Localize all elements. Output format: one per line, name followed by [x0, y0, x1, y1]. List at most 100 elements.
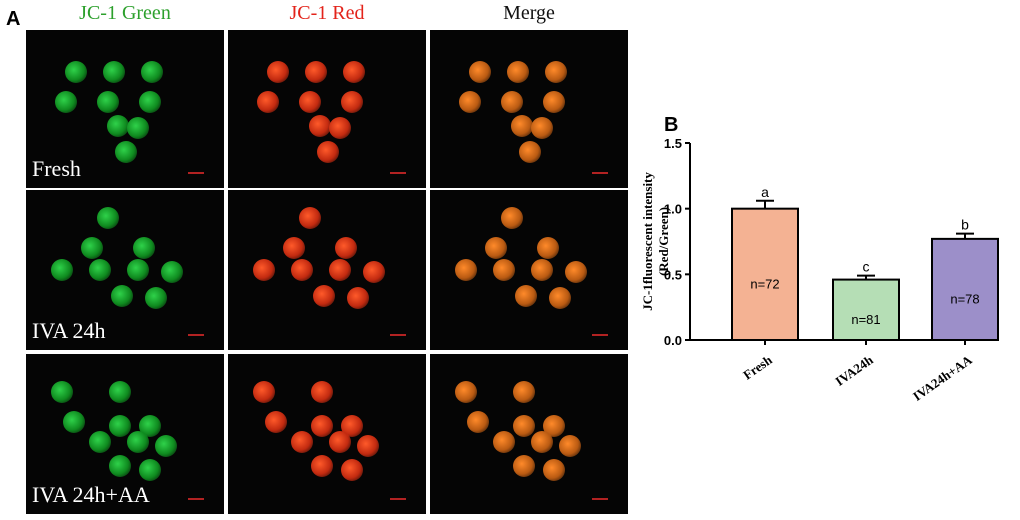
oocyte [329, 117, 351, 139]
micrograph-r2-c2 [228, 190, 426, 350]
scale-bar [390, 498, 406, 500]
oocyte [109, 381, 131, 403]
oocyte [89, 259, 111, 281]
x-tick-label: IVA24h [832, 352, 876, 389]
oocyte [559, 435, 581, 457]
oocyte [565, 261, 587, 283]
n-label: n=81 [851, 312, 880, 327]
oocyte [145, 287, 167, 309]
oocyte [455, 259, 477, 281]
column-header-1: JC-1 Green [79, 2, 171, 24]
column-header-2: JC-1 Red [289, 2, 365, 24]
oocyte [513, 381, 535, 403]
bar [832, 278, 900, 342]
oocyte [51, 381, 73, 403]
oocyte [469, 61, 491, 83]
oocyte [81, 237, 103, 259]
oocyte [107, 115, 129, 137]
oocyte [51, 259, 73, 281]
oocyte [363, 261, 385, 283]
x-tick-label: Fresh [740, 352, 775, 383]
oocyte [545, 61, 567, 83]
oocyte [133, 237, 155, 259]
scale-bar [188, 334, 204, 336]
oocyte [309, 115, 331, 137]
n-label: n=72 [750, 276, 779, 291]
bar-chart: 0.0 0.5 1.0 1.5 JC-1fluorescent intensity (Re… [640, 136, 999, 404]
oocyte [257, 91, 279, 113]
oocyte [127, 259, 149, 281]
oocyte [549, 287, 571, 309]
oocyte [155, 435, 177, 457]
oocyte [55, 91, 77, 113]
oocyte [63, 411, 85, 433]
oocyte [139, 459, 161, 481]
row-label-3: IVA 24h+AA [32, 482, 150, 507]
oocyte [97, 91, 119, 113]
oocyte [89, 431, 111, 453]
oocyte [511, 115, 533, 137]
oocyte [329, 431, 351, 453]
scale-bar [188, 172, 204, 174]
oocyte [313, 285, 335, 307]
oocyte [543, 459, 565, 481]
oocyte [299, 207, 321, 229]
x-tick-label: IVA24h+AA [910, 352, 975, 404]
oocyte [501, 91, 523, 113]
bar [731, 207, 799, 341]
oocyte [267, 61, 289, 83]
micrograph-r2-c3 [430, 190, 628, 350]
panel-a-label: A [6, 8, 21, 30]
y-tick-label: 1.0 [664, 202, 682, 217]
y-tick-label: 0.5 [664, 267, 682, 282]
oocyte [127, 431, 149, 453]
oocyte [537, 237, 559, 259]
row-label-2: IVA 24h [32, 318, 106, 343]
oocyte [513, 455, 535, 477]
oocyte [455, 381, 477, 403]
oocyte [501, 207, 523, 229]
oocyte [341, 459, 363, 481]
oocyte [493, 259, 515, 281]
oocyte [103, 61, 125, 83]
oocyte [467, 411, 489, 433]
scale-bar [592, 334, 608, 336]
micrograph-r3-c3 [430, 354, 628, 514]
scale-bar [592, 498, 608, 500]
oocyte [459, 91, 481, 113]
oocyte [531, 259, 553, 281]
panel-b-label: B [664, 114, 679, 136]
n-label: n=78 [950, 291, 979, 306]
oocyte [507, 61, 529, 83]
row-label-1: Fresh [32, 156, 81, 181]
oocyte [311, 381, 333, 403]
oocyte [65, 61, 87, 83]
oocyte [291, 259, 313, 281]
oocyte [161, 261, 183, 283]
micrograph-r3-c1: IVA 24h+AA [26, 354, 224, 514]
y-axis-label-line2: (Red/Green) [656, 207, 671, 276]
oocyte [531, 431, 553, 453]
oocyte [109, 415, 131, 437]
oocyte [357, 435, 379, 457]
oocyte [329, 259, 351, 281]
oocyte [283, 237, 305, 259]
oocyte [141, 61, 163, 83]
micrograph-r2-c1: IVA 24h [26, 190, 224, 350]
oocyte [97, 207, 119, 229]
oocyte [115, 141, 137, 163]
oocyte [341, 415, 363, 437]
oocyte [531, 117, 553, 139]
oocyte [265, 411, 287, 433]
oocyte [343, 61, 365, 83]
oocyte [311, 455, 333, 477]
oocyte [291, 431, 313, 453]
oocyte [139, 415, 161, 437]
scale-bar [390, 172, 406, 174]
oocyte [519, 141, 541, 163]
significance-letter: a [761, 184, 769, 200]
scale-bar [390, 334, 406, 336]
oocyte [311, 415, 333, 437]
oocyte [493, 431, 515, 453]
micrograph-r1-c1: Fresh [26, 30, 224, 188]
